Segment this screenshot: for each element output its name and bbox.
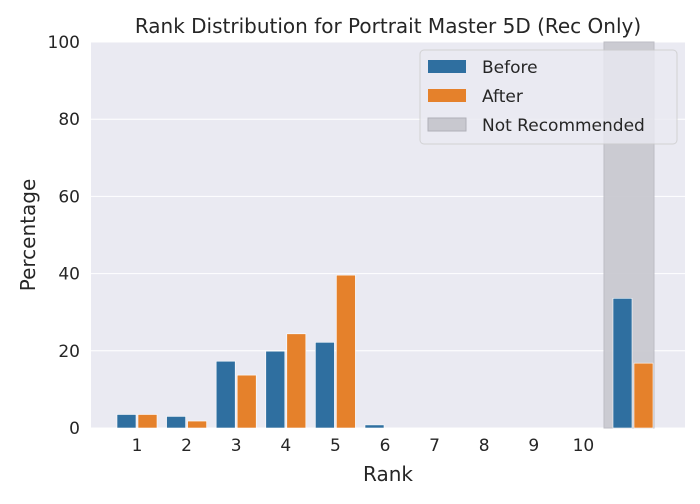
legend-swatch-not-recommended: [427, 117, 467, 132]
bar-after-5: [336, 274, 356, 429]
legend-label-after: After: [482, 87, 523, 107]
x-tick-label: 2: [181, 436, 192, 456]
bar-after-2: [187, 420, 207, 429]
y-axis-label: Percentage: [16, 179, 40, 292]
x-tick-label: 8: [479, 436, 490, 456]
bar-before-4: [265, 350, 286, 429]
legend: Before After Not Recommended: [419, 49, 678, 145]
bar-after-not-recommended: [633, 362, 654, 429]
y-tick-label: 60: [58, 187, 80, 207]
x-tick-labels: 1 2 3 4 5 6 7 8 9 10: [132, 436, 595, 456]
x-tick-label: 7: [429, 436, 440, 456]
legend-box: [419, 49, 678, 145]
legend-label-not-recommended: Not Recommended: [482, 116, 645, 136]
x-tick-label: 1: [132, 436, 143, 456]
x-axis-label: Rank: [363, 462, 413, 486]
bar-before-6: [364, 424, 385, 429]
bar-after-1: [137, 414, 158, 429]
legend-swatch-after: [428, 89, 466, 102]
bar-before-5: [315, 342, 335, 429]
legend-swatch-before: [428, 60, 466, 73]
bar-before-not-recommended: [612, 298, 633, 429]
y-tick-label: 100: [48, 33, 80, 53]
x-tick-label: 5: [330, 436, 341, 456]
x-tick-label: 3: [231, 436, 242, 456]
bar-before-1: [116, 414, 137, 429]
legend-label-before: Before: [482, 58, 538, 78]
y-tick-label: 20: [58, 342, 80, 362]
x-tick-label: 10: [573, 436, 595, 456]
bar-after-3: [236, 374, 257, 429]
x-tick-label: 9: [528, 436, 539, 456]
y-tick-label: 80: [58, 110, 80, 130]
bars-layer: [116, 274, 654, 429]
y-tick-labels: 0 20 40 60 80 100: [48, 33, 80, 439]
y-tick-label: 0: [69, 419, 80, 439]
bar-before-3: [215, 360, 236, 429]
bar-before-2: [166, 416, 186, 429]
x-tick-label: 4: [280, 436, 291, 456]
bar-after-4: [286, 333, 307, 429]
chart-title: Rank Distribution for Portrait Master 5D…: [135, 14, 641, 38]
x-tick-label: 6: [380, 436, 391, 456]
y-tick-label: 40: [58, 265, 80, 285]
